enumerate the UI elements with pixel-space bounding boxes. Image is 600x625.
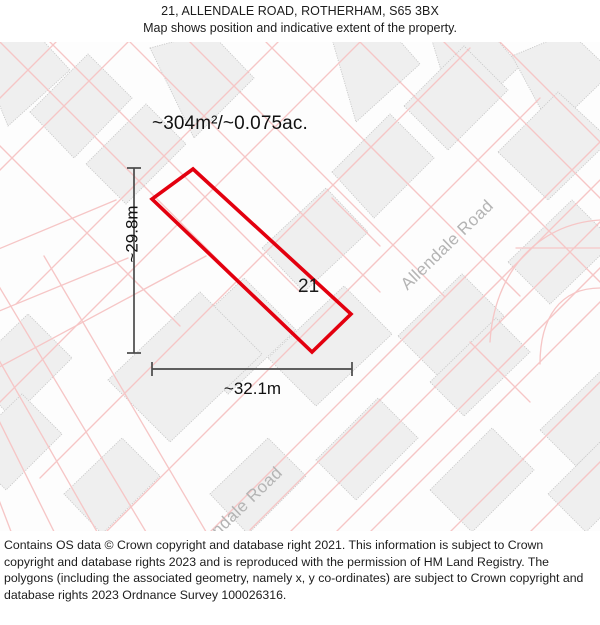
parcel-line — [530, 461, 600, 531]
parcel-line — [0, 42, 231, 273]
parcel-line — [331, 197, 381, 247]
parcel-line — [129, 42, 381, 293]
parcel-line — [370, 301, 600, 531]
parcel-line — [290, 221, 600, 531]
parcel-line — [106, 97, 541, 531]
building-footprint — [403, 45, 509, 151]
parcel-line — [15, 42, 279, 305]
building-footprint — [547, 441, 600, 531]
building-footprint — [85, 103, 187, 205]
property-boundary-polygon[interactable] — [149, 166, 354, 355]
parcel-line — [39, 47, 471, 479]
parcel-line — [450, 381, 600, 531]
parcel-line — [189, 42, 446, 298]
parcel-line — [0, 255, 207, 368]
map-footer: Contains OS data © Crown copyright and d… — [0, 531, 600, 625]
building-footprint — [331, 113, 435, 219]
parcel-line — [0, 42, 129, 171]
parcel-line — [539, 287, 600, 365]
parcel-line — [443, 42, 600, 199]
parcel-line — [0, 421, 55, 531]
building-footprint — [332, 42, 421, 123]
parcel-line — [0, 360, 98, 531]
plot-number-label: 21 — [298, 276, 320, 297]
parcel-line — [265, 42, 521, 297]
building-footprint — [511, 42, 600, 131]
parcel-line — [489, 219, 600, 343]
parcel-line — [499, 42, 600, 143]
map-vector-layer — [0, 42, 600, 531]
dimension-bars — [127, 167, 353, 376]
building-footprint — [29, 53, 133, 159]
map-header: 21, ALLENDALE ROAD, ROTHERHAM, S65 3BX M… — [0, 0, 600, 42]
building-footprint — [267, 285, 393, 407]
building-footprint — [0, 42, 71, 127]
building-footprint — [429, 427, 535, 531]
building-footprint — [539, 371, 600, 467]
dimension-width-label: ~32.1m — [223, 379, 282, 398]
parcel-boundary-lines — [0, 42, 600, 531]
parcel-line — [359, 42, 600, 283]
parcel-line — [0, 199, 117, 250]
parcel-line — [210, 141, 600, 531]
building-footprint — [0, 393, 63, 491]
parcel-line — [469, 341, 531, 403]
dimension-height-label: ~29.8m — [122, 205, 142, 263]
building-footprint — [429, 317, 531, 417]
building-footprint — [107, 291, 263, 443]
building-footprint — [63, 437, 161, 531]
building-footprint — [315, 397, 419, 501]
parcel-line — [249, 179, 600, 531]
copyright-text: Contains OS data © Crown copyright and d… — [4, 538, 584, 602]
area-label: ~304m²/~0.075ac. — [152, 113, 308, 134]
building-footprint — [507, 199, 600, 305]
building-footprint — [149, 42, 255, 139]
page-subtitle: Map shows position and indicative extent… — [143, 21, 457, 35]
map-canvas[interactable]: Allendale Road Allendale Road — [0, 42, 600, 531]
parcel-line — [0, 257, 129, 312]
parcel-line — [336, 267, 600, 531]
page-title: 21, ALLENDALE ROAD, ROTHERHAM, S65 3BX — [161, 4, 439, 18]
parcel-line — [43, 255, 207, 531]
parcel-line — [49, 42, 301, 293]
building-footprint — [397, 273, 505, 379]
building-footprint — [261, 187, 369, 293]
parcel-line — [0, 286, 147, 531]
parcel-line — [0, 42, 361, 403]
